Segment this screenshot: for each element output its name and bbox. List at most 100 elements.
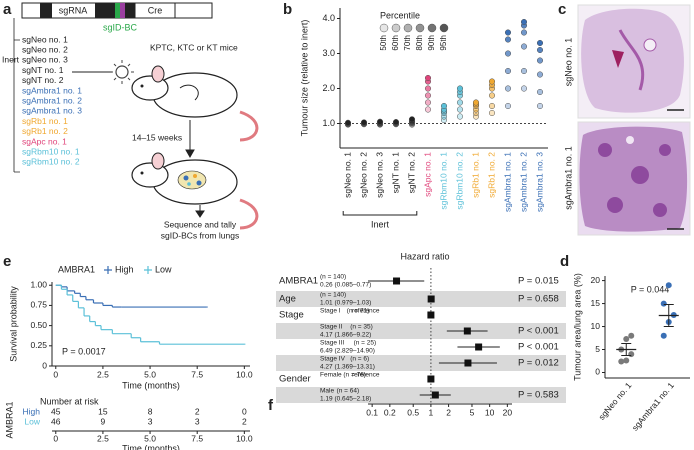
percentile-dot (504, 36, 512, 43)
x-tick-label: 5 (470, 407, 475, 417)
percentile-dot (504, 29, 512, 36)
p-value: P = 0.658 (518, 294, 559, 305)
guide-label: sgNT no. 2 (22, 75, 64, 85)
percentile-dot (488, 78, 496, 85)
y-axis-label: Tumour area/lung area (%) (572, 273, 582, 381)
x-tick-label: sgRbm10 no. 1 (438, 152, 448, 210)
y-tick-label: 15 (591, 298, 601, 308)
row-estimate: reference (352, 372, 380, 379)
p-value: P < 0.001 (518, 342, 559, 353)
hr-marker (431, 391, 439, 399)
x-tick-label: sgAmbra1 no. 1 (630, 380, 676, 433)
percentile-dot (520, 85, 528, 92)
panel-letter: e (3, 253, 11, 270)
legend-title: Percentile (380, 10, 420, 20)
x-tick-label: 10.0 (236, 433, 253, 443)
construct-art (21, 2, 213, 19)
row-estimate: 6.49 (2.829–14.90) (320, 348, 375, 355)
percentile-dot (424, 106, 432, 113)
percentile-dot (488, 109, 496, 117)
row-estimate: 4.17 (1.866–9.22) (320, 332, 371, 339)
row-subgroup: Stage IV (320, 356, 346, 363)
x-tick-label: 5.0 (144, 369, 156, 379)
y-tick-label: 2.0 (322, 83, 335, 93)
legend-label: 95th (439, 35, 448, 51)
y-tick-label: 1.00 (30, 279, 47, 289)
percentile-dot (392, 119, 400, 126)
arrow-1 (185, 120, 195, 159)
x-tick-label: sgNeo no. 2 (358, 152, 368, 198)
hr-marker (475, 343, 483, 351)
row-band (276, 323, 566, 339)
x-tick-label: 5.0 (144, 433, 156, 443)
percentile-dot (504, 85, 512, 92)
risk-count: 15 (98, 406, 108, 416)
image-label: sgNeo no. 1 (563, 38, 573, 87)
data-point (618, 358, 625, 365)
x-axis-label: Time (months) (122, 380, 180, 390)
risk-count: 45 (51, 406, 61, 416)
risk-row-label: High (23, 406, 41, 416)
x-tick-label: sgNeo no. 1 (342, 152, 352, 198)
percentile-dot (424, 99, 432, 106)
risk-row-title: AMBRA1 (4, 401, 14, 438)
readout-label: sgID-BCs from lungs (161, 230, 239, 240)
legend-marker (391, 23, 401, 33)
row-estimate: 4.27 (1.369–13.31) (320, 364, 375, 371)
x-tick-label: 20 (503, 407, 513, 417)
legend-label: 90th (427, 35, 436, 51)
guide-label: sgNT no. 1 (22, 65, 64, 75)
percentile-dot (424, 85, 432, 92)
guide-label: sgRb1 no. 1 (22, 116, 68, 126)
row-group: Age (279, 294, 296, 305)
hr-marker (393, 277, 401, 285)
data-point (623, 335, 630, 342)
row-subgroup: Stage I (320, 308, 341, 315)
row-subgroup: Stage III (320, 340, 344, 347)
x-axis-label: Time (months) (122, 443, 180, 450)
barcode-label: sgID-BC (103, 22, 138, 32)
group-label: Inert (371, 219, 390, 229)
panel-letter: b (283, 1, 292, 18)
row-subgroup: Male (320, 388, 334, 395)
percentile-dot (472, 113, 480, 120)
mouse-1 (131, 65, 259, 142)
percentile-dot (360, 119, 368, 126)
row-subgroup: Stage II (320, 324, 343, 331)
x-tick-label: 0 (53, 369, 58, 379)
row-n: (n = 6) (350, 356, 369, 363)
data-point (628, 332, 635, 339)
row-group: Gender (279, 374, 311, 385)
hr-marker (463, 327, 471, 335)
x-tick-label: 10 (485, 407, 495, 417)
percentile-dot (344, 119, 352, 126)
histology-images (577, 4, 691, 236)
risk-title: Number at risk (40, 396, 99, 406)
percentile-dot (520, 18, 528, 26)
inert-label: Inert (2, 54, 20, 64)
hr-marker (427, 295, 435, 303)
percentile-dot (456, 106, 464, 113)
x-tick-label: sgNT no. 1 (390, 152, 400, 194)
error-bar (621, 343, 632, 356)
percentile-dot (536, 39, 544, 47)
data-point (660, 332, 667, 339)
risk-count: 8 (148, 406, 153, 416)
x-tick-label: 7.5 (191, 433, 203, 443)
row-n: (n = 25) (354, 340, 377, 347)
risk-count: 3 (195, 416, 200, 426)
x-tick-label: sgAmbra1 no. 3 (534, 152, 544, 212)
annotation: P = 0.044 (631, 284, 670, 294)
percentile-dot (488, 102, 496, 110)
guide-label: sgAmbra1 no. 2 (22, 95, 82, 105)
hr-marker (427, 375, 435, 383)
x-tick-label: sgRb1 no. 2 (486, 152, 496, 198)
percentile-dot (520, 43, 528, 50)
legend-label: 80th (415, 35, 424, 51)
x-tick-label: sgRb1 no. 1 (470, 152, 480, 198)
y-tick-label: 0.25 (30, 340, 47, 350)
percentile-dot (488, 92, 496, 99)
risk-count: 9 (101, 416, 106, 426)
panel-letter: f (268, 397, 274, 414)
